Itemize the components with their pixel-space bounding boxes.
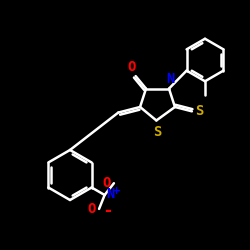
- Text: N: N: [166, 72, 174, 86]
- Text: O: O: [102, 176, 111, 190]
- Text: O: O: [128, 60, 136, 74]
- Text: O: O: [88, 202, 96, 216]
- Text: -: -: [104, 202, 111, 220]
- Text: S: S: [154, 125, 162, 139]
- Text: +: +: [112, 186, 122, 196]
- Text: S: S: [195, 104, 203, 118]
- Text: N: N: [107, 187, 115, 201]
